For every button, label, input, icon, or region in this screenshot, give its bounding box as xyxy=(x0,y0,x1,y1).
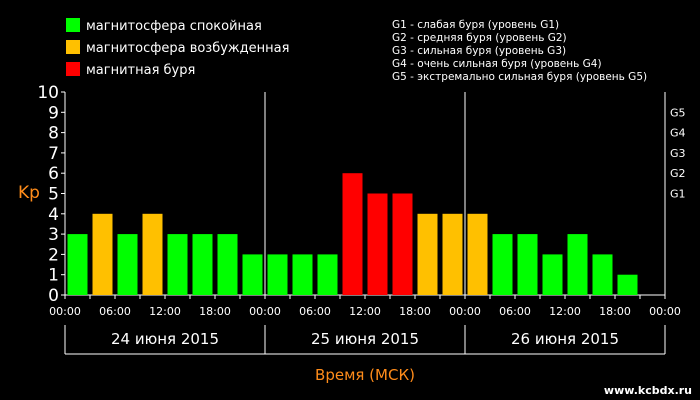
bar xyxy=(117,234,138,295)
bar xyxy=(242,254,263,295)
y-tick-label: 5 xyxy=(48,185,59,205)
plot-frame xyxy=(61,91,666,299)
legend-swatch-active xyxy=(66,40,80,54)
g-tick-label: G4 xyxy=(670,127,686,140)
bar xyxy=(317,254,338,295)
legend-swatch-quiet xyxy=(66,18,80,32)
bar xyxy=(492,234,513,295)
x-tick-label: 06:00 xyxy=(299,305,331,318)
g-tick-label: G3 xyxy=(670,147,686,160)
bar xyxy=(467,213,488,295)
site-label[interactable]: www.kcbdx.ru xyxy=(604,384,692,397)
bar xyxy=(192,234,213,295)
bars xyxy=(67,173,638,295)
bar xyxy=(292,254,313,295)
day-label: 24 июня 2015 xyxy=(111,330,219,348)
y-tick-label: 2 xyxy=(48,245,59,265)
y-axis-label: Kp xyxy=(18,183,40,203)
x-tick-label: 00:00 xyxy=(649,305,681,318)
legend-label-active: магнитосфера возбужденная xyxy=(86,41,289,56)
g-tick-labels: G1 G2 G3 G4 G5 xyxy=(670,106,686,200)
bar xyxy=(367,193,388,295)
y-tick-label: 7 xyxy=(48,144,59,164)
x-tick-label: 00:00 xyxy=(449,305,481,318)
bar xyxy=(617,274,638,295)
bar xyxy=(592,254,613,295)
g-tick-label: G5 xyxy=(670,106,686,119)
bar xyxy=(342,173,363,295)
y-tick-label: 3 xyxy=(48,225,59,245)
bar xyxy=(542,254,563,295)
g-legend-g2: G2 - средняя буря (уровень G2) xyxy=(392,32,567,44)
day-label: 25 июня 2015 xyxy=(311,330,419,348)
x-tick-label: 18:00 xyxy=(399,305,431,318)
x-tick-label: 12:00 xyxy=(149,305,181,318)
x-tick-label: 12:00 xyxy=(549,305,581,318)
x-tick-labels: 00:00 06:00 12:00 18:00 00:00 06:00 12:00 18:00… xyxy=(49,305,681,318)
x-axis-label: Время (МСК) xyxy=(315,366,415,384)
y-tick-label: 4 xyxy=(48,205,59,225)
bar xyxy=(517,234,538,295)
y-tick-label: 6 xyxy=(48,164,59,184)
y-tick-label: 10 xyxy=(37,83,59,103)
g-legend-g5: G5 - экстремально сильная буря (уровень … xyxy=(392,71,647,83)
bar xyxy=(67,234,88,295)
x-tick-label: 06:00 xyxy=(499,305,531,318)
bar xyxy=(392,193,413,295)
x-tick-label: 06:00 xyxy=(99,305,131,318)
g-legend-g1: G1 - слабая буря (уровень G1) xyxy=(392,19,559,31)
g-tick-label: G2 xyxy=(670,167,686,180)
g-tick-label: G1 xyxy=(670,188,686,201)
g-legend-g4: G4 - очень сильная буря (уровень G4) xyxy=(392,58,602,70)
bar xyxy=(567,234,588,295)
day-labels: 24 июня 2015 25 июня 2015 26 июня 2015 xyxy=(64,325,666,355)
y-tick-label: 1 xyxy=(48,266,59,286)
x-tick-label: 12:00 xyxy=(349,305,381,318)
bar xyxy=(442,213,463,295)
bar xyxy=(267,254,288,295)
bar xyxy=(92,213,113,295)
g-level-legend: G1 - слабая буря (уровень G1) G2 - средн… xyxy=(392,19,647,83)
x-tick-label: 00:00 xyxy=(49,305,81,318)
bar xyxy=(167,234,188,295)
x-tick-label: 18:00 xyxy=(599,305,631,318)
y-tick-label: 0 xyxy=(48,286,59,306)
bar xyxy=(142,213,163,295)
bar xyxy=(417,213,438,295)
x-tick-label: 18:00 xyxy=(199,305,231,318)
y-tick-label: 8 xyxy=(48,124,59,144)
day-label: 26 июня 2015 xyxy=(511,330,619,348)
g-legend-g3: G3 - сильная буря (уровень G3) xyxy=(392,45,566,57)
y-tick-label: 9 xyxy=(48,103,59,123)
legend-label-quiet: магнитосфера спокойная xyxy=(86,19,262,34)
legend-label-storm: магнитная буря xyxy=(86,63,195,78)
legend-swatch-storm xyxy=(66,62,80,76)
bar xyxy=(217,234,238,295)
x-tick-label: 00:00 xyxy=(249,305,281,318)
legend: магнитосфера спокойная магнитосфера возб… xyxy=(66,18,289,78)
